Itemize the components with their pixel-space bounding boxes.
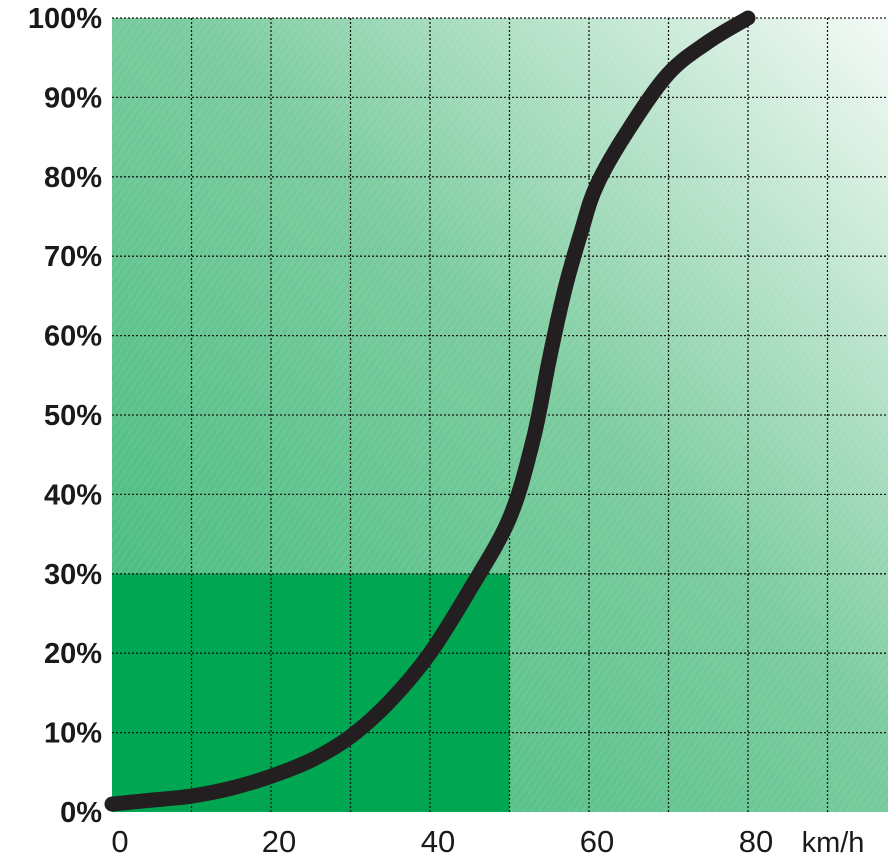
y-tick-label: 100% xyxy=(28,3,102,35)
y-tick-label: 0% xyxy=(60,797,102,829)
data-curve xyxy=(104,10,756,812)
y-tick-label: 70% xyxy=(44,241,102,273)
x-tick-label: 80 xyxy=(739,824,773,857)
y-tick-label: 50% xyxy=(44,400,102,432)
y-tick-label: 60% xyxy=(44,321,102,353)
highlight-region xyxy=(112,573,510,812)
x-tick-label: 0 xyxy=(111,824,128,857)
x-axis-tick-labels: 0 20 40 60 80 xyxy=(111,824,773,857)
grid-lines xyxy=(112,17,888,812)
x-axis-unit-label: km/h xyxy=(802,827,865,857)
x-tick-label: 60 xyxy=(580,824,614,857)
y-tick-label: 90% xyxy=(44,82,102,114)
y-tick-label: 40% xyxy=(44,479,102,511)
y-tick-label: 20% xyxy=(44,638,102,670)
y-tick-label: 30% xyxy=(44,559,102,591)
x-tick-label: 40 xyxy=(421,824,455,857)
y-axis-tick-labels: 0% 10% 20% 30% 40% 50% 60% 70% 80% 90% 100% xyxy=(28,3,102,829)
y-tick-label: 80% xyxy=(44,162,102,194)
y-tick-label: 10% xyxy=(44,718,102,750)
x-tick-label: 20 xyxy=(262,824,296,857)
